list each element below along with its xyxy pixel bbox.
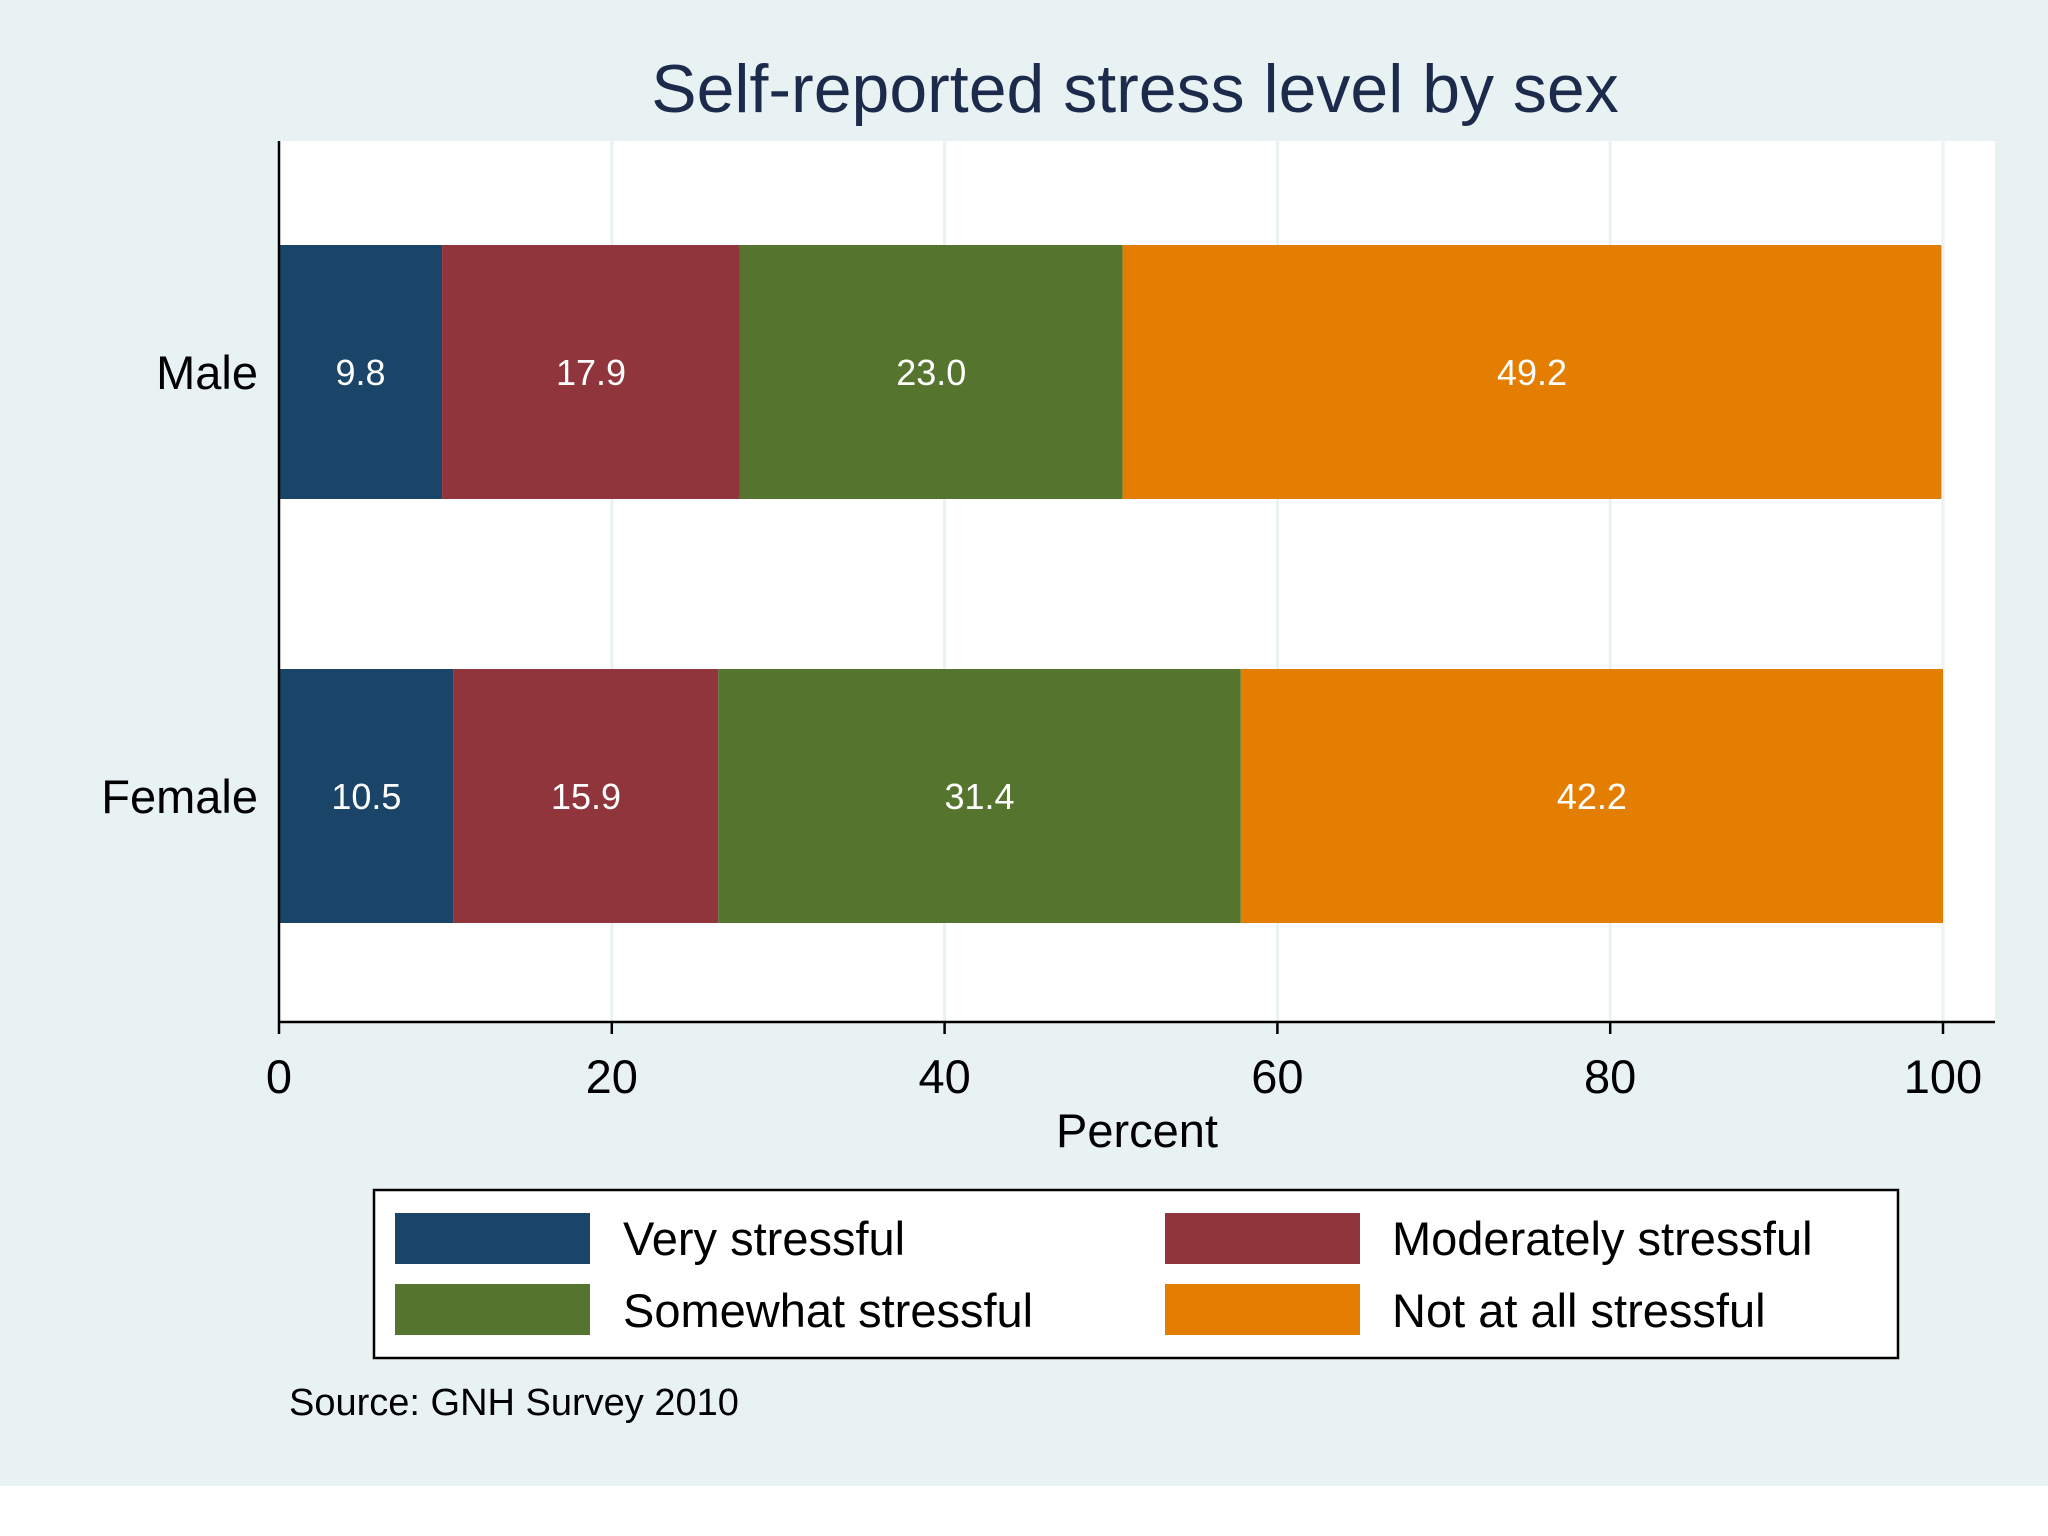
bar-segment xyxy=(1122,245,1942,499)
y-category-label: Female xyxy=(101,770,258,823)
legend-box xyxy=(372,1188,1900,1360)
legend-label: Somewhat stressful xyxy=(623,1284,1033,1337)
bar-segment xyxy=(739,245,1123,499)
bar-value-label: 42.2 xyxy=(1557,776,1627,817)
bar-value-label: 31.4 xyxy=(945,776,1015,817)
y-labels: Male Female xyxy=(101,346,258,823)
legend-label: Moderately stressful xyxy=(1392,1212,1813,1265)
legend: Very stressful Moderately stressful Somewh… xyxy=(395,1212,1813,1337)
x-axis-label: Percent xyxy=(1056,1104,1218,1157)
legend-swatch xyxy=(395,1284,590,1335)
x-tick-label: 40 xyxy=(918,1050,970,1103)
bar-segment xyxy=(442,245,740,499)
bar-value-label: 23.0 xyxy=(896,352,966,393)
bar-value-label: 9.8 xyxy=(336,352,386,393)
bar-segment xyxy=(279,245,443,499)
x-tick-label: 20 xyxy=(586,1050,638,1103)
x-tick-label: 0 xyxy=(266,1050,292,1103)
bar-labels: 9.8 17.9 23.0 49.2 10.5 15.9 31.4 42.2 xyxy=(331,352,1627,817)
bar-segment xyxy=(453,669,719,923)
bar-value-label: 49.2 xyxy=(1497,352,1567,393)
source-note: Source: GNH Survey 2010 xyxy=(289,1382,739,1424)
x-tick-label: 60 xyxy=(1251,1050,1303,1103)
legend-label: Very stressful xyxy=(623,1212,905,1265)
chart-title: Self-reported stress level by sex xyxy=(651,51,1619,127)
bar-segment xyxy=(279,669,454,923)
bar-value-label: 15.9 xyxy=(551,776,621,817)
stacked-bar-chart: Self-reported stress level by sex 9.8 17.… xyxy=(101,51,1995,1424)
bars xyxy=(279,245,1943,923)
x-tick-label: 80 xyxy=(1584,1050,1636,1103)
x-tick-label: 100 xyxy=(1904,1050,1982,1103)
legend-swatch xyxy=(395,1213,590,1264)
bar-segment xyxy=(1240,669,1943,923)
y-category-label: Male xyxy=(156,346,258,399)
bar-segment xyxy=(718,669,1241,923)
chart-frame: Self-reported stress level by sex 9.8 17.… xyxy=(0,0,2048,1486)
bar-value-label: 10.5 xyxy=(331,776,401,817)
x-ticks: 0 20 40 60 80 100 xyxy=(266,1022,1982,1103)
bar-value-label: 17.9 xyxy=(556,352,626,393)
legend-label: Not at all stressful xyxy=(1392,1284,1766,1337)
legend-swatch xyxy=(1165,1213,1360,1264)
legend-swatch xyxy=(1165,1284,1360,1335)
